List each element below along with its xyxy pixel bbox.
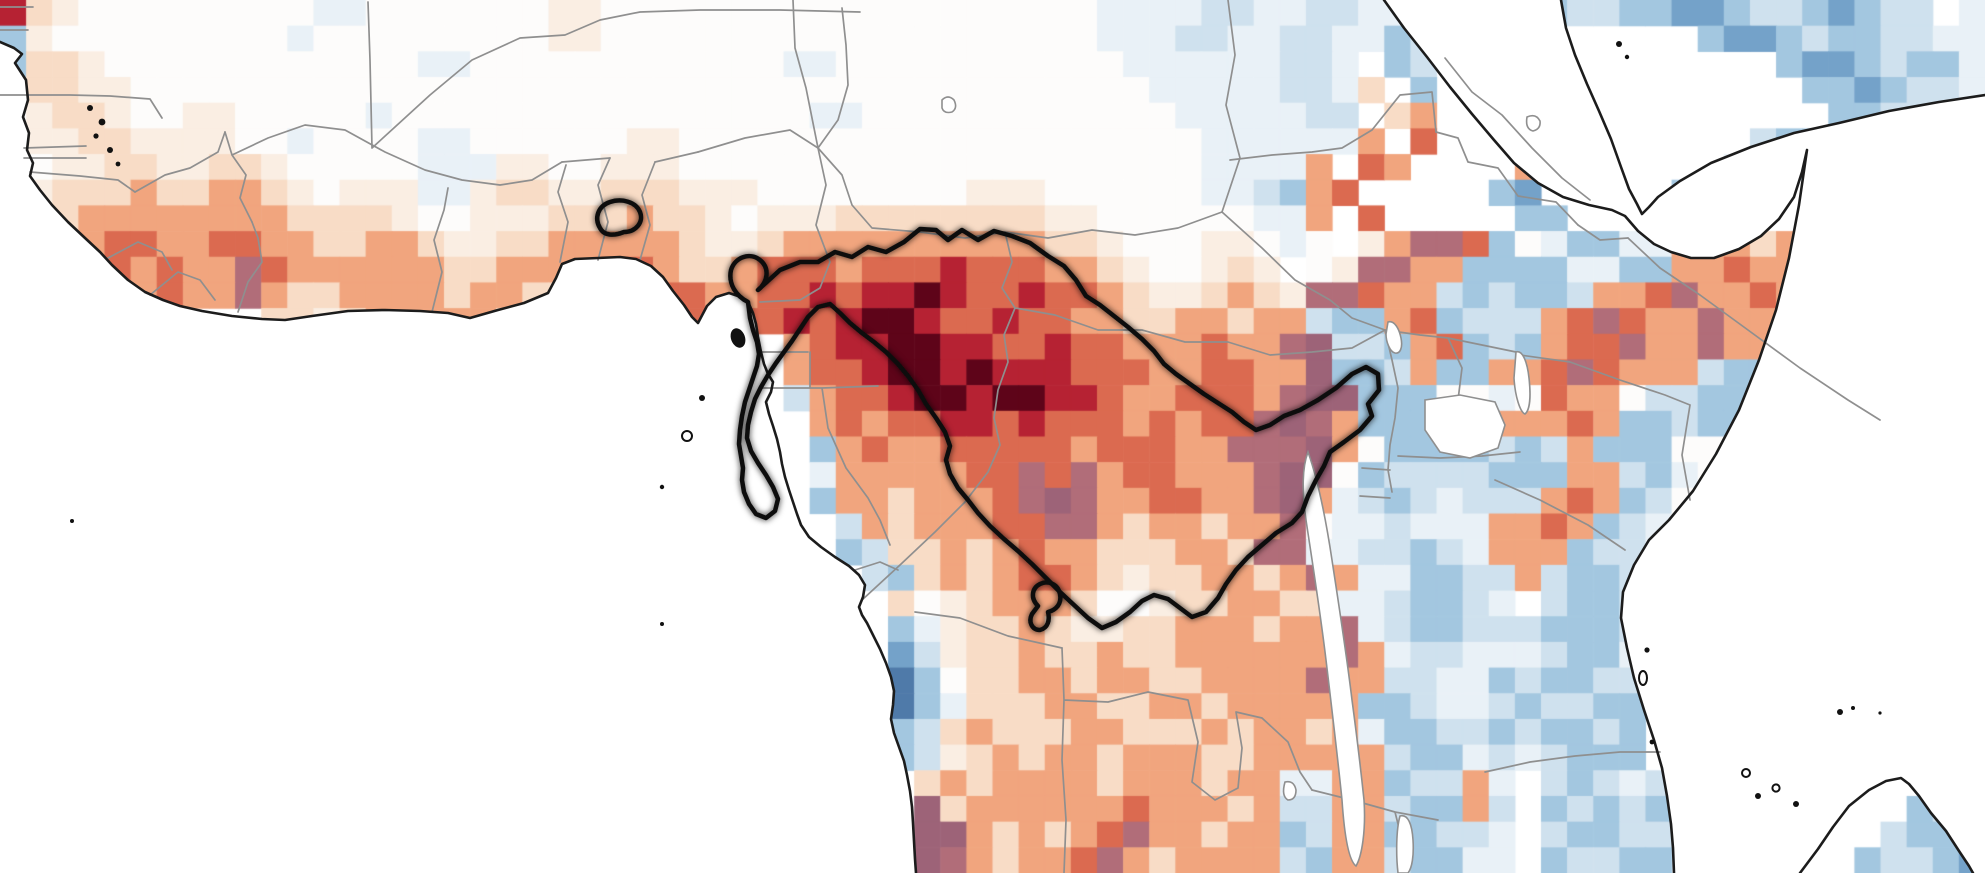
comoros-island: [1771, 783, 1781, 793]
zanzibar-island: [1638, 670, 1648, 686]
lake-tanganyika: [1302, 449, 1366, 868]
islet: [70, 519, 74, 523]
islet: [1851, 706, 1855, 710]
comoros-island: [1741, 768, 1751, 778]
lake-mweru: [1282, 780, 1297, 801]
comoros-island: [1755, 793, 1761, 799]
lake-malawi: [1395, 815, 1415, 873]
islands: [70, 41, 1882, 807]
lake-chad: [941, 96, 957, 114]
dahlak-islet: [1616, 41, 1622, 47]
bioko-island: [730, 328, 746, 348]
annobon-island: [659, 484, 665, 490]
pemba-island: [1644, 647, 1650, 653]
bissau-islet: [115, 161, 121, 167]
lake-albert: [1385, 320, 1403, 354]
highlighted-region-outline: [595, 198, 1382, 633]
comoros-island: [1793, 801, 1799, 807]
country-borders: [0, 0, 1881, 873]
bissau-islet: [107, 147, 113, 153]
bissau-islet: [98, 118, 106, 126]
lake-victoria: [1424, 394, 1506, 459]
highlight-fragment-northwest: [595, 198, 644, 237]
islet: [1878, 711, 1882, 715]
congo-basin-outline: [728, 226, 1382, 631]
bissau-islet: [87, 105, 93, 111]
islet: [1837, 709, 1843, 715]
lake-tana: [1525, 114, 1541, 132]
principe-island: [699, 395, 705, 401]
sao-tome-island: [681, 430, 693, 442]
lake-turkana: [1513, 351, 1531, 415]
mafia-island: [1649, 739, 1655, 745]
lakes: [941, 96, 1541, 873]
dahlak-islet: [1624, 54, 1630, 60]
bissau-islet: [93, 133, 99, 139]
highlight-fragment-south: [1028, 580, 1063, 633]
islet: [660, 622, 664, 626]
